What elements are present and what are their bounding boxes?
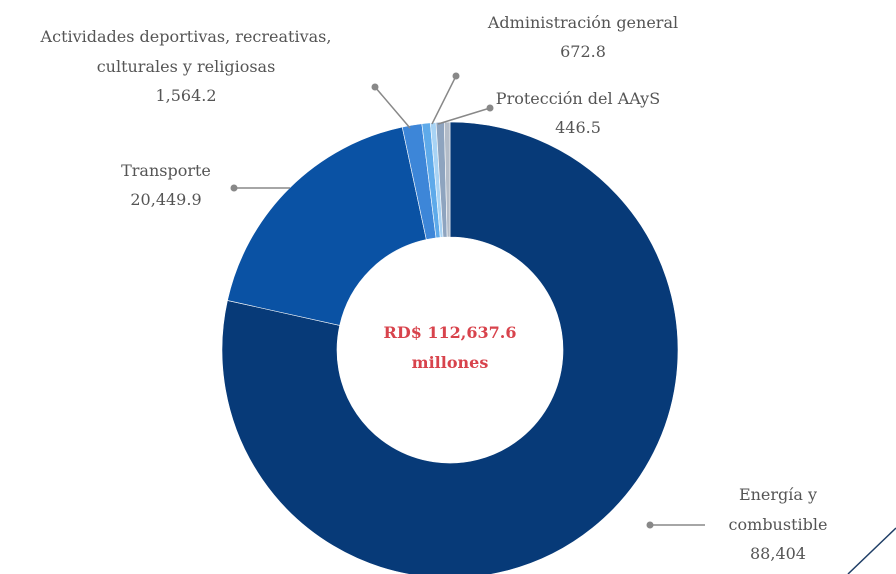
center-label-line: RD$ 112,637.6 (383, 323, 517, 342)
category-label: Transporte (121, 161, 211, 180)
leader-dot (230, 184, 238, 192)
leader-dot (371, 83, 379, 91)
value-label: 20,449.9 (130, 190, 202, 209)
center-label: RD$ 112,637.6 millones (384, 318, 517, 378)
value-label: 1,564.2 (155, 86, 217, 105)
decorative-line (847, 527, 896, 574)
category-label: Actividades deportivas, recreativas, cul… (40, 27, 332, 76)
category-label: Administración general (487, 13, 679, 32)
center-label-line: millones (411, 353, 489, 372)
category-label: Energía y combustible (728, 485, 828, 534)
donut-slice (227, 126, 427, 326)
leader-dot (452, 72, 460, 80)
value-label: 672.8 (560, 42, 606, 61)
data-label: Energía y combustible 88,404 (703, 480, 853, 568)
leader-dot (646, 521, 654, 529)
data-label: Actividades deportivas, recreativas, cul… (1, 22, 371, 110)
data-label: Transporte 20,449.9 (91, 156, 241, 214)
value-label: 446.5 (555, 118, 601, 137)
leader-dot (486, 104, 494, 112)
leader-line (431, 75, 457, 125)
category-label: Protección del AAyS (495, 89, 661, 108)
leader-line (374, 86, 411, 129)
leader-line (437, 107, 491, 125)
value-label: 88,404 (750, 544, 806, 563)
data-label: Administración general 672.8 (453, 8, 713, 66)
donut-slice (221, 121, 679, 574)
data-label: Protección del AAyS 446.5 (478, 84, 678, 142)
